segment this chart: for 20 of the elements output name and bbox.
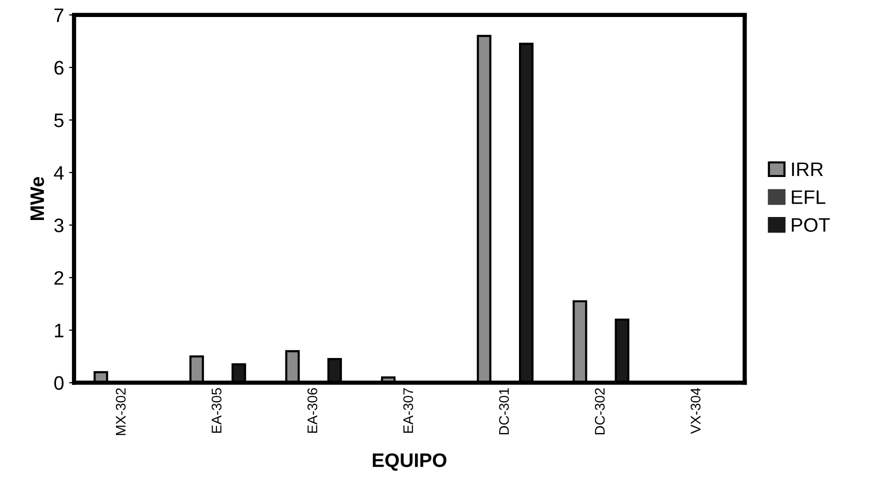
y-tick-label: 5 [54,114,64,128]
x-tick-label: DC-301 [499,388,509,434]
legend-label: EFL [792,190,826,204]
x-tick-label: VX-304 [690,388,701,434]
legend-label: IRR [792,162,823,176]
x-tick-label: EA-307 [403,388,414,433]
y-tick-label: 4 [54,166,64,180]
x-tick-label: MX-302 [116,388,126,436]
y-axis-title: MWe [30,176,44,220]
x-tick-label: EA-305 [212,388,222,433]
x-tick-label: EA-306 [307,388,318,433]
y-tick-label: 6 [54,60,64,75]
legend-label: POT [792,218,830,232]
y-tick-label: 1 [54,324,64,338]
y-tick-label: 7 [54,8,64,22]
y-tick-label: 0 [54,376,64,390]
y-tick-label: 2 [54,271,64,285]
x-tick-label: DC-302 [594,388,605,434]
x-axis-title: EQUIPO [372,453,446,471]
y-tick-label: 3 [54,218,64,232]
